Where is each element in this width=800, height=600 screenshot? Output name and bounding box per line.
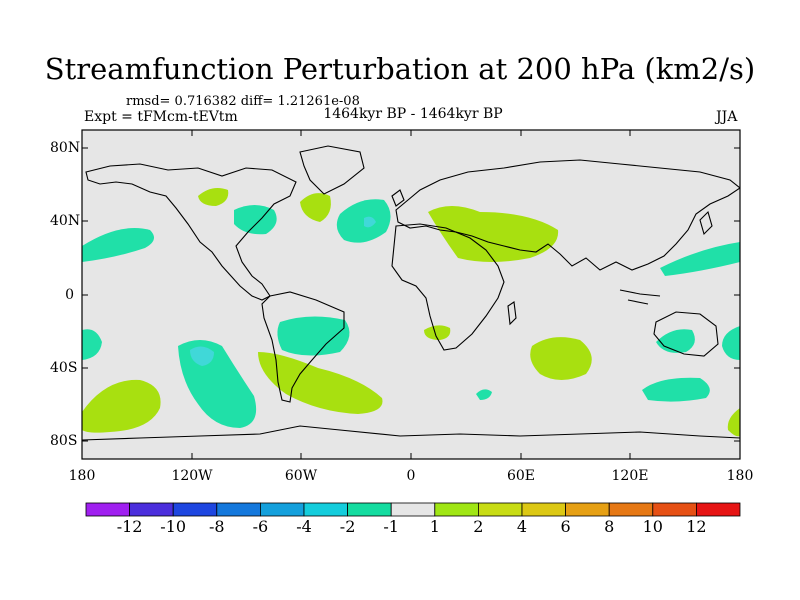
coastline-greenland [299,145,365,195]
colorbar-label: 1 [429,517,440,536]
anomaly-positive-south-pacific [82,379,161,433]
colorbar-label: -4 [296,517,312,536]
coastline-madagascar [507,301,517,326]
colorbar-label: -1 [383,517,399,536]
map-background [82,130,740,459]
anomaly-positive-eurasia [428,206,559,262]
coastline-antarctica [82,425,740,441]
anomaly-negative-west-pacific [660,242,740,276]
anomaly-positive-north-atlantic [300,193,331,222]
anomaly-negative-pacific-west-edge [82,329,102,360]
colorbar-swatch [347,502,392,517]
lon-tick-label: 60E [506,468,536,484]
colorbar-swatch [216,502,261,517]
axis-ticks [81,130,741,459]
colorbar-label: -10 [160,517,187,536]
lon-tick-label: 180 [726,468,754,484]
colorbar-label: 2 [473,517,484,536]
lon-tick-label: 0 [406,468,416,484]
anomaly-negative-south-america [277,316,350,356]
colorbar-swatch [259,502,305,517]
coastline-north-america [85,163,297,301]
season-label: JJA [716,109,738,125]
coastline-africa [391,223,505,351]
colorbar-swatch [85,502,130,517]
colorbar-label: 6 [560,517,571,536]
plot-title: Streamfunction Perturbation at 200 hPa (… [44,52,756,86]
anomaly-positive-south-atlantic [258,352,383,414]
lat-tick-label: 80N [50,140,81,156]
colorbar-swatch [565,502,610,517]
stats-text: rmsd= 0.716382 diff= 1.21261e-08 [126,94,360,109]
colorbar-label: 8 [604,517,615,536]
colorbar-swatch [434,502,479,517]
coastline-south-america [261,291,345,403]
lat-tick-label: 40N [50,213,81,229]
coastlines [82,145,740,441]
lat-tick-label: 80S [50,433,78,449]
anomaly-contours [82,188,740,437]
colorbar-swatch [521,502,566,517]
coastline-eurasia [395,159,740,271]
colorbar-swatch [129,502,174,517]
anomaly-negative-atlantic-south [476,389,492,400]
anomaly-weak-negative-core [364,216,376,228]
colorbar-label: -6 [252,517,269,536]
lon-tick-label: 120W [171,468,213,484]
colorbar-swatch [390,502,436,517]
anomaly-positive-indian-ocean [530,337,592,380]
anomaly-negative-pacific-north [82,228,154,262]
coastline-uk [391,189,405,207]
coastline-indonesia [619,289,661,305]
anomaly-weak-negative-core [190,346,214,366]
period-text: 1464kyr BP - 1464kyr BP [323,106,503,122]
colorbar-swatch [303,502,348,517]
anomaly-positive-north-pacific [198,188,229,206]
colorbar-swatch [608,502,654,517]
colorbar-label: 12 [686,517,707,536]
anomaly-negative-north-atlantic [336,199,391,243]
colorbar-label: 10 [642,517,663,536]
anomaly-positive-south-africa [424,325,451,340]
anomaly-negative-southern-ocean [642,377,710,402]
colorbar-swatch [652,502,697,517]
coastline-japan [699,210,713,236]
colorbar-label: -2 [339,517,356,536]
lat-tick-label: 0 [65,287,74,303]
anomaly-negative-pacific-east-edge [722,326,740,360]
colorbar-label: -12 [116,517,143,536]
colorbar-swatch [477,502,523,517]
colorbar-label: -8 [209,517,225,536]
colorbar-swatch [696,502,741,517]
colorbar-swatch [172,502,218,517]
lon-tick-label: 120E [611,468,649,484]
coastline-australia [653,311,719,357]
anomaly-negative-northeast-america [234,205,277,235]
anomaly-positive-southeast-pacific [727,408,740,437]
lat-tick-label: 40S [50,360,78,376]
colorbar [85,502,741,517]
colorbar-label: 4 [516,517,528,536]
experiment-text: Expt = tFMcm-tEVtm [84,109,238,125]
lon-tick-label: 60W [284,468,318,484]
lon-tick-label: 180 [68,468,96,484]
